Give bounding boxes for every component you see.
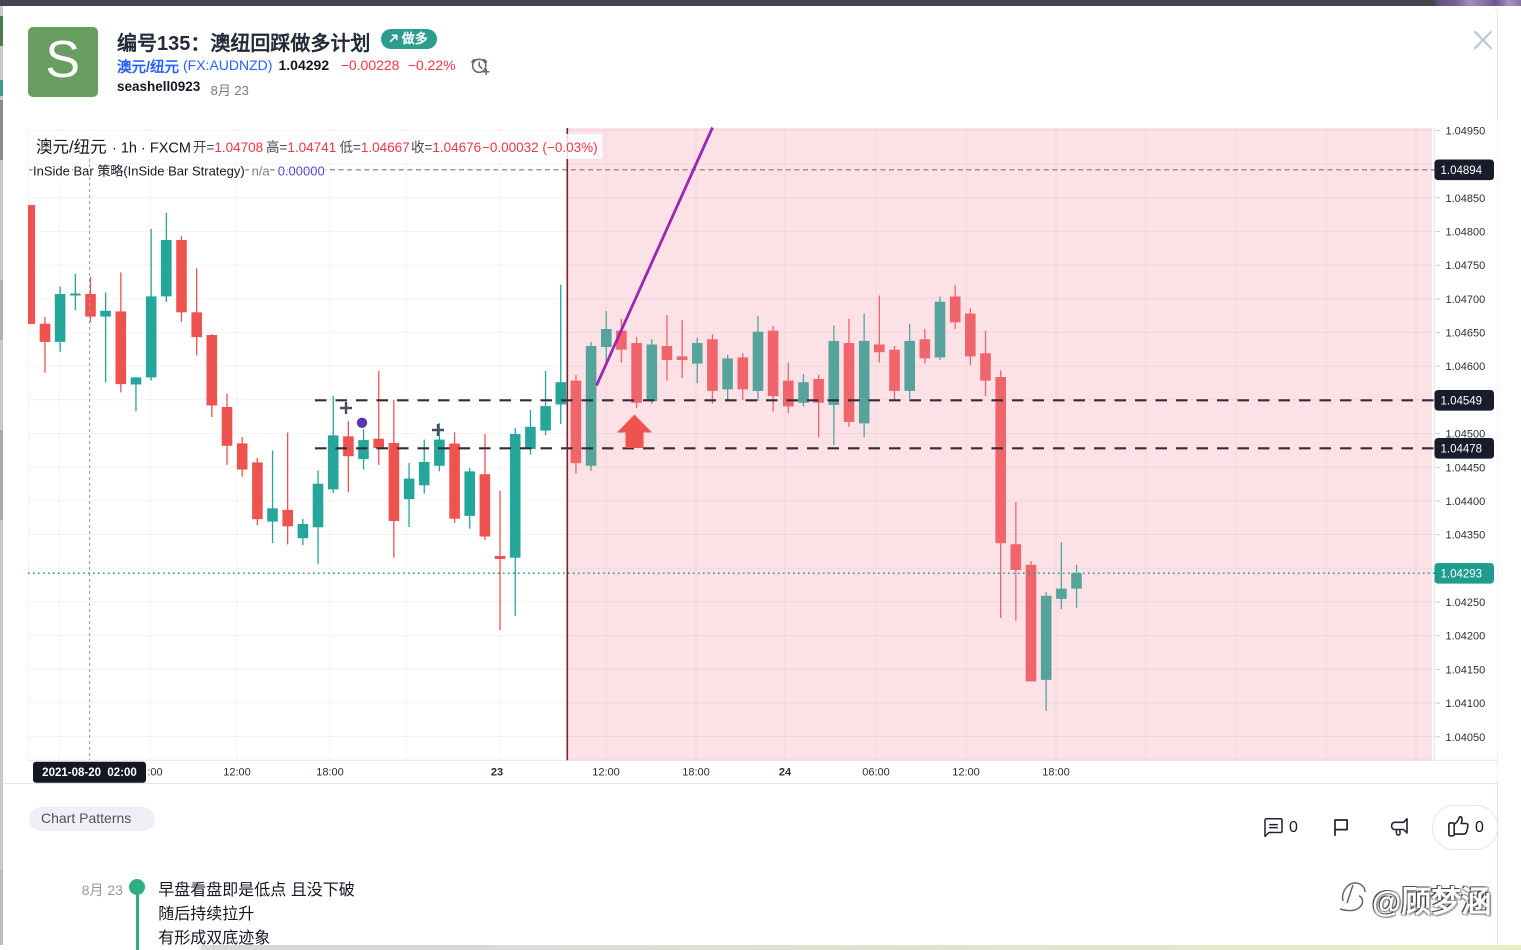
svg-text:06:00: 06:00 <box>862 767 890 779</box>
svg-text:1.04478: 1.04478 <box>1441 443 1483 455</box>
svg-text:n/a: n/a <box>252 163 271 178</box>
svg-text:24: 24 <box>779 767 792 779</box>
svg-text:1.04450: 1.04450 <box>1446 462 1486 474</box>
svg-text:1.04850: 1.04850 <box>1446 193 1486 205</box>
svg-text:1.04549: 1.04549 <box>1441 395 1483 407</box>
svg-text:澳元/纽元: 澳元/纽元 <box>36 138 107 157</box>
svg-text:1.04250: 1.04250 <box>1446 597 1486 609</box>
svg-text:1.04400: 1.04400 <box>1446 496 1486 508</box>
svg-text:1.04293: 1.04293 <box>1441 568 1483 580</box>
svg-text:12:00: 12:00 <box>592 767 620 779</box>
svg-text:18:00: 18:00 <box>1042 767 1070 779</box>
svg-text:18:00: 18:00 <box>682 767 710 779</box>
svg-text:12:00: 12:00 <box>952 767 980 779</box>
svg-text:高=1.04741: 高=1.04741 <box>266 139 336 155</box>
svg-text:低=1.04667: 低=1.04667 <box>340 140 410 155</box>
svg-text:1.04350: 1.04350 <box>1446 530 1486 542</box>
svg-text:· 1h · FXCM: · 1h · FXCM <box>112 141 191 157</box>
svg-text:1.04200: 1.04200 <box>1446 631 1486 643</box>
svg-text:1.04800: 1.04800 <box>1446 227 1486 239</box>
svg-text:1.04500: 1.04500 <box>1446 429 1486 441</box>
svg-text:1.04150: 1.04150 <box>1446 664 1486 676</box>
svg-text:开=1.04708: 开=1.04708 <box>193 140 263 155</box>
svg-text:1.04700: 1.04700 <box>1446 294 1486 306</box>
svg-text:1.04050: 1.04050 <box>1446 732 1486 744</box>
svg-text:23: 23 <box>491 767 503 779</box>
svg-text:1.04950: 1.04950 <box>1446 125 1486 137</box>
svg-text:1.04894: 1.04894 <box>1441 165 1483 177</box>
svg-text:0.00000: 0.00000 <box>278 163 325 178</box>
svg-text:18:00: 18:00 <box>316 767 344 779</box>
svg-text:1.04650: 1.04650 <box>1446 328 1486 340</box>
svg-text::00: :00 <box>147 767 162 779</box>
svg-text:InSide Bar 策略(InSide Bar Strat: InSide Bar 策略(InSide Bar Strategy) <box>33 163 245 178</box>
svg-text:12:00: 12:00 <box>223 767 251 779</box>
svg-text:1.04100: 1.04100 <box>1446 698 1486 710</box>
svg-text:1.04600: 1.04600 <box>1446 361 1486 373</box>
svg-text:1.04750: 1.04750 <box>1446 260 1486 272</box>
svg-text:−0.00032 (−0.03%): −0.00032 (−0.03%) <box>482 140 598 155</box>
svg-text:收=1.04676: 收=1.04676 <box>411 140 481 155</box>
svg-text:2021-08-20 02:00: 2021-08-20 02:00 <box>42 767 137 779</box>
